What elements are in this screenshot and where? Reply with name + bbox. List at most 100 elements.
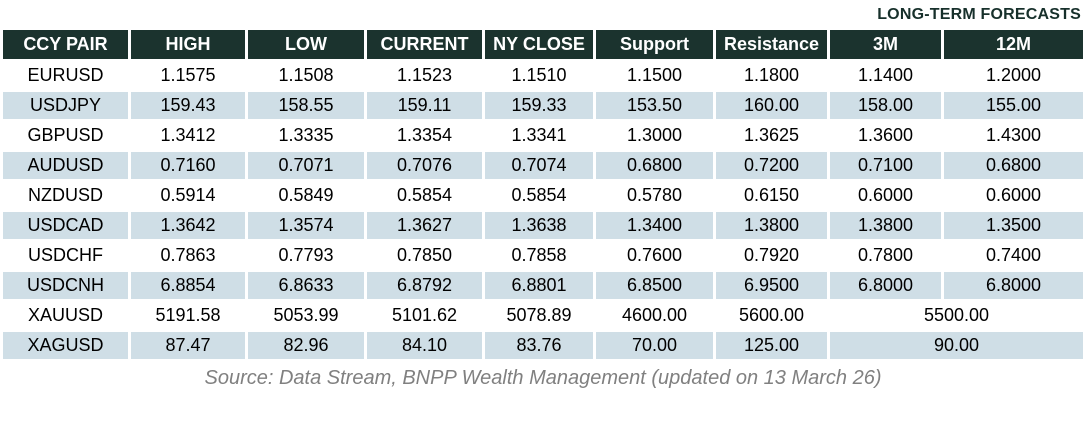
value-cell: 1.3600 <box>830 122 941 149</box>
column-header-resistance: Resistance <box>716 30 827 59</box>
value-cell: 1.3627 <box>367 212 482 239</box>
ccy-pair-cell: NZDUSD <box>3 182 128 209</box>
fx-forecast-table: CCY PAIR HIGH LOW CURRENT NY CLOSE Suppo… <box>0 27 1086 362</box>
value-cell: 1.3638 <box>485 212 593 239</box>
value-cell: 1.1510 <box>485 62 593 89</box>
value-cell: 0.5849 <box>248 182 364 209</box>
value-cell: 6.8000 <box>830 272 941 299</box>
value-cell: 0.7200 <box>716 152 827 179</box>
value-cell: 1.1523 <box>367 62 482 89</box>
column-header-ny-close: NY CLOSE <box>485 30 593 59</box>
ccy-pair-cell: USDCHF <box>3 242 128 269</box>
value-cell: 6.9500 <box>716 272 827 299</box>
value-cell: 0.6150 <box>716 182 827 209</box>
value-cell: 158.55 <box>248 92 364 119</box>
ccy-pair-cell: XAUUSD <box>3 302 128 329</box>
ccy-pair-cell: EURUSD <box>3 62 128 89</box>
value-cell: 153.50 <box>596 92 713 119</box>
value-cell: 5600.00 <box>716 302 827 329</box>
value-cell: 0.5854 <box>367 182 482 209</box>
value-cell: 1.1500 <box>596 62 713 89</box>
table-row: USDJPY 159.43 158.55 159.11 159.33 153.50 160.… <box>3 92 1083 119</box>
value-cell: 0.7793 <box>248 242 364 269</box>
long-term-forecasts-title: LONG-TERM FORECASTS <box>877 6 1081 23</box>
value-cell: 5191.58 <box>131 302 245 329</box>
value-cell: 5053.99 <box>248 302 364 329</box>
value-cell: 1.3354 <box>367 122 482 149</box>
table-row: GBPUSD 1.3412 1.3335 1.3354 1.3341 1.3000 1.36… <box>3 122 1083 149</box>
value-cell: 82.96 <box>248 332 364 359</box>
ccy-pair-cell: USDCAD <box>3 212 128 239</box>
value-cell: 70.00 <box>596 332 713 359</box>
value-cell: 1.3625 <box>716 122 827 149</box>
value-cell: 0.7863 <box>131 242 245 269</box>
value-cell: 160.00 <box>716 92 827 119</box>
value-cell: 1.1400 <box>830 62 941 89</box>
value-cell: 4600.00 <box>596 302 713 329</box>
value-cell: 0.7400 <box>944 242 1083 269</box>
table-row: AUDUSD 0.7160 0.7071 0.7076 0.7074 0.6800 0.72… <box>3 152 1083 179</box>
value-cell: 1.3335 <box>248 122 364 149</box>
column-header-ccy-pair: CCY PAIR <box>3 30 128 59</box>
value-cell: 1.1800 <box>716 62 827 89</box>
value-cell: 0.7600 <box>596 242 713 269</box>
value-cell: 0.7850 <box>367 242 482 269</box>
value-cell: 6.8792 <box>367 272 482 299</box>
value-cell: 1.2000 <box>944 62 1083 89</box>
value-cell: 0.7076 <box>367 152 482 179</box>
value-cell: 1.3642 <box>131 212 245 239</box>
table-row: USDCHF 0.7863 0.7793 0.7850 0.7858 0.7600 0.79… <box>3 242 1083 269</box>
source-caption: Source: Data Stream, BNPP Wealth Managem… <box>204 367 882 389</box>
value-cell: 6.8854 <box>131 272 245 299</box>
value-cell: 1.3500 <box>944 212 1083 239</box>
value-cell: 158.00 <box>830 92 941 119</box>
value-cell: 0.7074 <box>485 152 593 179</box>
table-row: XAUUSD 5191.58 5053.99 5101.62 5078.89 4600.0… <box>3 302 1083 329</box>
value-cell: 0.7160 <box>131 152 245 179</box>
value-cell: 0.6800 <box>596 152 713 179</box>
ccy-pair-cell: AUDUSD <box>3 152 128 179</box>
value-cell: 1.3800 <box>830 212 941 239</box>
value-cell: 0.7100 <box>830 152 941 179</box>
column-header-3m: 3M <box>830 30 941 59</box>
value-cell: 0.7920 <box>716 242 827 269</box>
table-row: USDCAD 1.3642 1.3574 1.3627 1.3638 1.3400 1.38… <box>3 212 1083 239</box>
table-body: EURUSD 1.1575 1.1508 1.1523 1.1510 1.1500 1.18… <box>3 62 1083 359</box>
value-cell: 5500.00 <box>830 302 1083 329</box>
value-cell: 159.11 <box>367 92 482 119</box>
value-cell: 0.7858 <box>485 242 593 269</box>
value-cell: 1.3000 <box>596 122 713 149</box>
column-header-12m: 12M <box>944 30 1083 59</box>
value-cell: 84.10 <box>367 332 482 359</box>
value-cell: 0.6000 <box>944 182 1083 209</box>
table-header-row: CCY PAIR HIGH LOW CURRENT NY CLOSE Suppo… <box>3 30 1083 59</box>
value-cell: 0.7800 <box>830 242 941 269</box>
value-cell: 83.76 <box>485 332 593 359</box>
table-row: USDCNH 6.8854 6.8633 6.8792 6.8801 6.8500 6.95… <box>3 272 1083 299</box>
value-cell: 0.7071 <box>248 152 364 179</box>
value-cell: 6.8633 <box>248 272 364 299</box>
value-cell: 0.5780 <box>596 182 713 209</box>
ccy-pair-cell: XAGUSD <box>3 332 128 359</box>
column-header-high: HIGH <box>131 30 245 59</box>
value-cell: 5101.62 <box>367 302 482 329</box>
column-header-low: LOW <box>248 30 364 59</box>
value-cell: 1.3574 <box>248 212 364 239</box>
value-cell: 6.8000 <box>944 272 1083 299</box>
value-cell: 1.3412 <box>131 122 245 149</box>
value-cell: 1.3341 <box>485 122 593 149</box>
value-cell: 1.4300 <box>944 122 1083 149</box>
value-cell: 0.5914 <box>131 182 245 209</box>
ccy-pair-cell: USDJPY <box>3 92 128 119</box>
value-cell: 1.1508 <box>248 62 364 89</box>
value-cell: 1.1575 <box>131 62 245 89</box>
ccy-pair-cell: GBPUSD <box>3 122 128 149</box>
value-cell: 87.47 <box>131 332 245 359</box>
value-cell: 90.00 <box>830 332 1083 359</box>
value-cell: 0.6800 <box>944 152 1083 179</box>
value-cell: 0.5854 <box>485 182 593 209</box>
table-row: XAGUSD 87.47 82.96 84.10 83.76 70.00 125.00 90.… <box>3 332 1083 359</box>
column-header-current: CURRENT <box>367 30 482 59</box>
value-cell: 0.6000 <box>830 182 941 209</box>
value-cell: 159.33 <box>485 92 593 119</box>
